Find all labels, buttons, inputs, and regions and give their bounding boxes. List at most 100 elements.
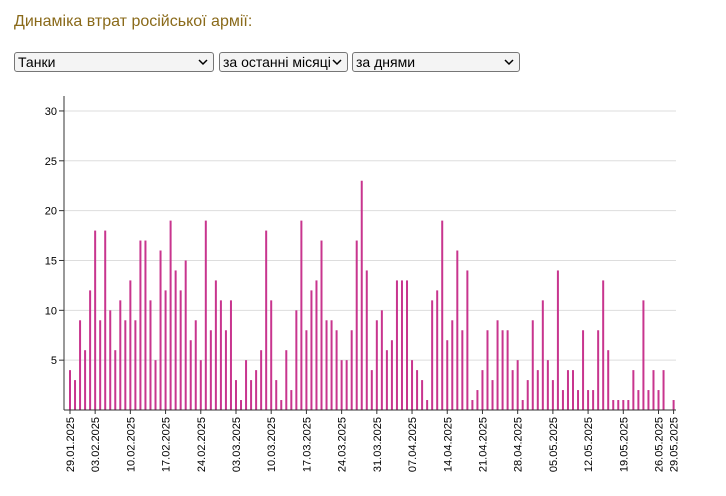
bar [577, 390, 580, 410]
bar [219, 300, 222, 410]
bar [406, 280, 409, 410]
bar [255, 370, 258, 410]
loss-type-select[interactable]: Танки [14, 52, 214, 72]
bar [194, 320, 197, 410]
bar [199, 360, 202, 410]
bar [84, 350, 87, 410]
bar [159, 250, 162, 410]
bar [154, 360, 157, 410]
bar [260, 350, 263, 410]
bar [164, 290, 167, 410]
bar [592, 390, 595, 410]
x-tick-label: 03.03.2025 [231, 417, 243, 472]
bar [526, 380, 529, 410]
bar [521, 400, 524, 410]
bar [642, 300, 645, 410]
bar [511, 370, 514, 410]
bar [451, 320, 454, 410]
bar [290, 390, 293, 410]
x-tick-label: 26.05.2025 [654, 417, 666, 472]
chevron-down-icon [198, 59, 208, 66]
bar [471, 400, 474, 410]
x-tick-label: 19.05.2025 [618, 417, 630, 472]
period-select[interactable]: за останні місяці [219, 52, 348, 72]
bar [672, 400, 675, 410]
bar [506, 330, 509, 410]
bar [124, 320, 127, 410]
bar [300, 220, 303, 410]
bar [340, 360, 343, 410]
bar [481, 370, 484, 410]
bar [355, 240, 358, 410]
grid-lines [64, 110, 676, 361]
bar [587, 390, 590, 410]
bar [320, 240, 323, 410]
x-tick-label: 28.04.2025 [513, 417, 525, 472]
bar [602, 280, 605, 410]
x-tick-label: 24.03.2025 [337, 417, 349, 472]
x-tick-label: 31.03.2025 [372, 417, 384, 472]
y-tick-label: 25 [45, 156, 57, 168]
bar [446, 340, 449, 410]
bar [411, 360, 414, 410]
bar [582, 330, 585, 410]
bar [385, 350, 388, 410]
bar [421, 380, 424, 410]
bars [69, 180, 675, 410]
bar [79, 320, 82, 410]
grouping-select[interactable]: за днями [352, 52, 520, 72]
x-tick-label: 10.03.2025 [266, 417, 278, 472]
bar [315, 280, 318, 410]
bar [501, 330, 504, 410]
bar [214, 280, 217, 410]
bar [89, 290, 92, 410]
y-tick-label: 20 [45, 206, 57, 218]
x-tick-label: 17.02.2025 [161, 417, 173, 472]
bar [74, 380, 77, 410]
bar [94, 230, 97, 410]
bar [400, 280, 403, 410]
bar [551, 380, 554, 410]
bar [144, 240, 147, 410]
bar [370, 370, 373, 410]
bar [617, 400, 620, 410]
y-tick-label: 30 [45, 106, 57, 118]
bar [109, 310, 112, 410]
x-tick-label: 17.03.2025 [301, 417, 313, 472]
chevron-down-icon [332, 59, 342, 66]
bar [496, 320, 499, 410]
y-tick-label: 15 [45, 255, 57, 267]
bar [345, 360, 348, 410]
bar [189, 340, 192, 410]
bar [556, 270, 559, 410]
x-tick-label: 03.02.2025 [90, 417, 102, 472]
bar [310, 290, 313, 410]
bar [541, 300, 544, 410]
bar [330, 320, 333, 410]
bar [461, 330, 464, 410]
bar [546, 360, 549, 410]
bar [531, 320, 534, 410]
bar [134, 320, 137, 410]
bar [491, 380, 494, 410]
bar [486, 330, 489, 410]
period-select-value: за останні місяці [223, 54, 331, 70]
x-tick-label: 29.01.2025 [65, 417, 77, 472]
bar [295, 310, 298, 410]
grouping-select-value: за днями [356, 54, 416, 70]
bar [350, 330, 353, 410]
bar [224, 330, 227, 410]
bar [360, 180, 363, 410]
y-tick-label: 5 [51, 355, 57, 367]
bar [516, 360, 519, 410]
bar [612, 400, 615, 410]
bar [436, 290, 439, 410]
bar [622, 400, 625, 410]
bar [209, 330, 212, 410]
bar [380, 310, 383, 410]
bar [139, 240, 142, 410]
bar [250, 380, 253, 410]
bar [285, 350, 288, 410]
bar [114, 350, 117, 410]
bar [441, 220, 444, 410]
